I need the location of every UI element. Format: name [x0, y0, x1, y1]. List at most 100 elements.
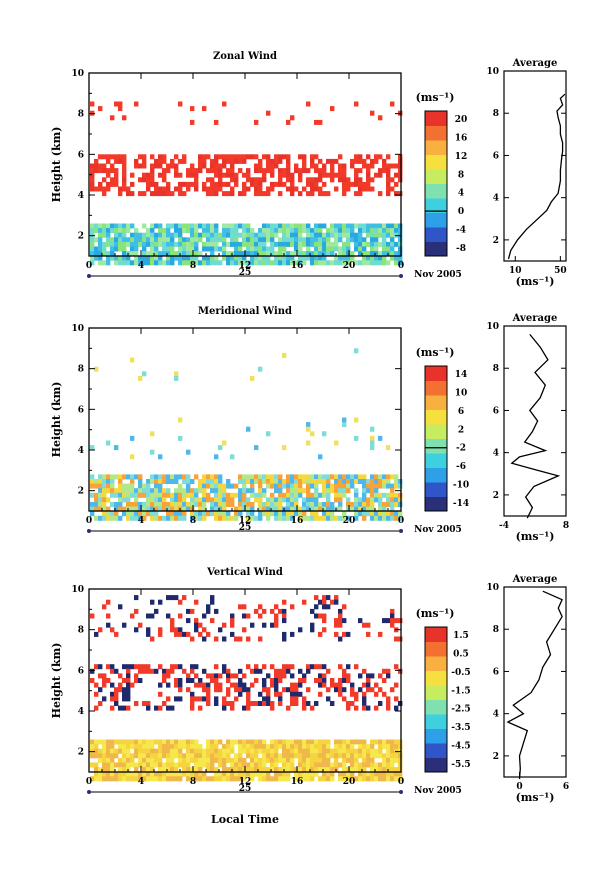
heat-cell — [302, 511, 307, 517]
heat-cell — [262, 687, 267, 693]
heat-cell — [126, 776, 131, 782]
heat-cell — [290, 260, 295, 266]
heat-cell — [346, 757, 351, 763]
heat-cell — [222, 181, 227, 187]
heat-cell — [362, 622, 367, 628]
heat-cell — [358, 497, 363, 503]
heat-cell — [122, 154, 127, 160]
heat-cell — [94, 631, 99, 637]
heat-cell — [194, 696, 199, 702]
heat-cell — [222, 776, 227, 782]
heat-cell — [226, 251, 231, 257]
heat-cell — [178, 158, 183, 164]
heat-cell — [146, 186, 151, 192]
heat-cell — [170, 744, 175, 750]
heat-cell — [122, 705, 127, 711]
heat-cell — [314, 767, 319, 773]
heat-cell — [298, 744, 303, 750]
heat-cell — [214, 191, 219, 197]
heat-cell — [246, 705, 251, 711]
heat-cell — [198, 757, 203, 763]
heat-cell — [166, 479, 171, 484]
heat-cell — [306, 474, 311, 480]
heat-cell — [270, 682, 275, 688]
heat-cell — [106, 228, 111, 234]
heat-cell — [362, 668, 367, 674]
heat-cell — [142, 488, 147, 494]
heat-cell — [322, 492, 327, 498]
heat-cell — [230, 255, 235, 261]
heat-cell — [210, 255, 215, 261]
heat-cell — [286, 506, 291, 512]
heat-cell — [146, 177, 151, 183]
heat-cell — [222, 488, 227, 494]
heat-cell — [390, 622, 395, 628]
heat-cell — [342, 604, 347, 610]
heat-cell — [298, 251, 303, 257]
heat-cell — [162, 739, 167, 745]
heat-cell — [170, 771, 175, 777]
heat-cell — [258, 604, 263, 610]
heat-cell — [254, 191, 259, 197]
heat-cell — [298, 767, 303, 773]
heat-cell — [394, 191, 399, 197]
heat-cell — [266, 767, 271, 773]
heat-cell — [134, 232, 139, 238]
heat-cell — [358, 260, 363, 266]
heat-cell — [206, 255, 211, 261]
heat-cell — [94, 506, 99, 512]
heat-cell — [134, 678, 139, 683]
heat-cell — [230, 191, 235, 197]
heat-cell — [238, 762, 243, 768]
heat-cell — [270, 246, 275, 252]
heat-cell — [342, 177, 347, 183]
heat-cell — [342, 687, 347, 693]
heat-cell — [358, 158, 363, 164]
heat-cell — [286, 497, 291, 503]
heat-cell — [382, 241, 387, 247]
heat-cell — [250, 479, 255, 484]
heat-cell — [330, 678, 335, 683]
heat-cell — [366, 757, 371, 763]
heat-cell — [366, 506, 371, 512]
heat-cell — [314, 701, 319, 706]
heat-cell — [382, 492, 387, 498]
heat-cell — [134, 776, 139, 782]
heat-cell — [366, 673, 371, 679]
heat-cell — [370, 776, 375, 782]
heat-cell — [362, 682, 367, 688]
heat-cell — [306, 440, 311, 446]
heat-cell — [226, 228, 231, 234]
heat-cell — [342, 678, 347, 683]
heat-cell — [190, 260, 195, 266]
heat-cell — [326, 251, 331, 257]
heat-cell — [158, 705, 163, 711]
heat-cell — [90, 492, 95, 498]
heat-cell — [118, 767, 123, 773]
heat-cell — [282, 668, 287, 674]
heat-cell — [254, 181, 259, 187]
avg-y-tick-label: 8 — [493, 109, 499, 119]
heat-cell — [114, 168, 119, 174]
heat-cell — [362, 237, 367, 243]
heat-cell — [250, 515, 255, 521]
heat-cell — [270, 241, 275, 247]
heat-cell — [110, 691, 115, 697]
heat-cell — [370, 255, 375, 261]
heat-cell — [354, 474, 359, 480]
heat-cell — [258, 739, 263, 745]
heat-cell — [178, 631, 183, 637]
heat-cell — [258, 246, 263, 252]
heat-cell — [310, 158, 315, 164]
heat-cell — [274, 673, 279, 679]
heat-cell — [330, 228, 335, 234]
heat-cell — [194, 502, 199, 507]
heat-cell — [266, 757, 271, 763]
heat-cell — [342, 668, 347, 674]
heat-cell — [162, 474, 167, 480]
heat-cell — [198, 251, 203, 257]
heat-cell — [114, 701, 119, 706]
heat-cell — [190, 771, 195, 777]
heat-cell — [274, 228, 279, 234]
heat-cell — [214, 246, 219, 252]
